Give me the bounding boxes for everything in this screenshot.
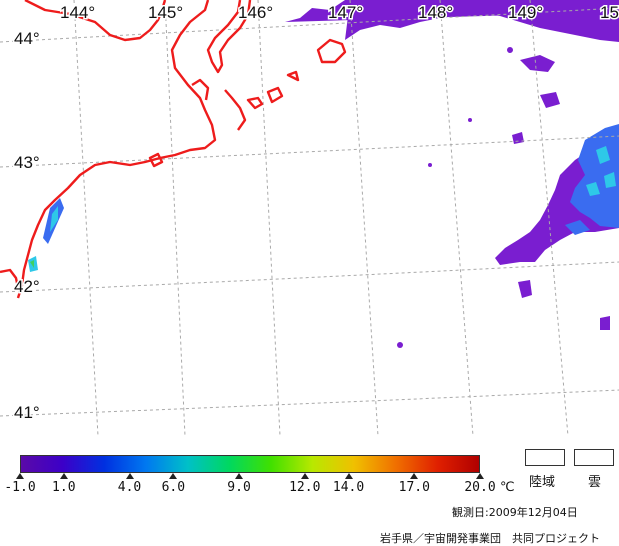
colorbar-tick: [16, 473, 24, 479]
sst-region-purple: [285, 0, 619, 348]
sst-map[interactable]: 144° 145° 146° 147° 148° 149° 15 44° 43°…: [0, 0, 619, 436]
sst-region-cyan: [586, 146, 616, 196]
observation-date: 観測日:2009年12月04日: [452, 506, 578, 519]
credit-text: 岩手県／宇宙開発事業団 共同プロジェクト: [380, 532, 600, 545]
colorbar-tick-label: 1.0: [52, 480, 76, 495]
lon-label-150: 15: [600, 3, 619, 22]
colorbar-tick-label: -1.0: [4, 480, 36, 495]
colorbar-tick-label: 9.0: [227, 480, 251, 495]
lon-label-147: 147°: [328, 3, 363, 22]
lon-label-145: 145°: [148, 3, 183, 22]
colorbar-tick: [235, 473, 244, 479]
lon-label-144: 144°: [60, 3, 95, 22]
colorbar-tick-label: 17.0: [398, 480, 430, 495]
lon-label-148: 148°: [418, 3, 453, 22]
colorbar-tick-label: 4.0: [117, 480, 142, 495]
unit-label: ℃: [500, 480, 515, 495]
coastline: [0, 0, 347, 299]
cloud-label: 雲: [588, 475, 602, 490]
colorbar-tick-label: 12.0: [289, 480, 321, 495]
colorbar-tick-label: 6.0: [161, 480, 186, 495]
graticule: [0, 0, 619, 436]
sst-region-coastal: [28, 198, 64, 272]
colorbar-tick: [59, 473, 68, 479]
land-label: 陸域: [529, 475, 556, 490]
lon-label-149: 149°: [508, 3, 543, 22]
cloud-swatch: [574, 449, 614, 466]
lat-label-43: 43°: [14, 153, 40, 172]
map-canvas: 144° 145° 146° 147° 148° 149° 15 44° 43°…: [0, 0, 619, 436]
temperature-colorbar: [20, 455, 480, 473]
land-swatch: [525, 449, 565, 466]
colorbar-tick-label: 20.0: [464, 480, 496, 495]
lon-label-146: 146°: [238, 3, 273, 22]
colorbar-tick: [410, 473, 419, 479]
colorbar-tick: [476, 473, 484, 479]
lat-label-42: 42°: [14, 277, 40, 296]
lat-label-44: 44°: [14, 29, 40, 48]
colorbar-tick: [169, 473, 178, 479]
lat-label-41: 41°: [14, 403, 40, 422]
colorbar-tick: [300, 473, 309, 479]
legend: ℃ 陸域 雲 観測日:2009年12月04日 岩手県／宇宙開発事業団 共同プロジ…: [0, 436, 619, 546]
colorbar-tick: [344, 473, 353, 479]
colorbar-tick-label: 14.0: [332, 480, 365, 495]
colorbar-tick: [125, 473, 134, 479]
